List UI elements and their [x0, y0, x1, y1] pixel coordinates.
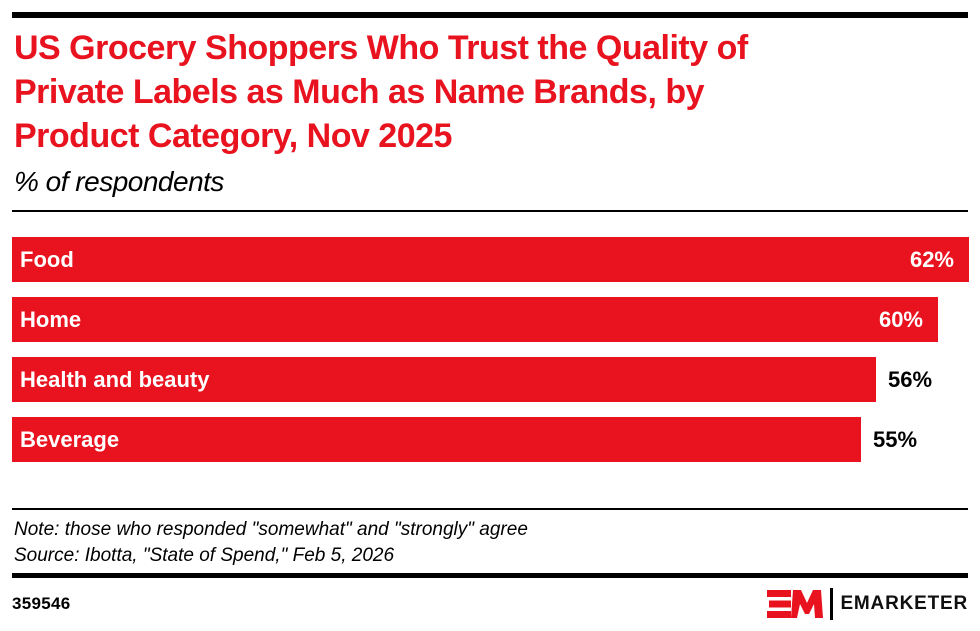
bar-row-health-and-beauty: Health and beauty 56% — [12, 357, 968, 402]
bar-category-label-food: Food — [20, 247, 74, 272]
chart-title: US Grocery Shoppers Who Trust the Qualit… — [14, 26, 964, 158]
footer-divider-rule — [12, 573, 968, 578]
bar-category-label-health-and-beauty: Health and beauty — [20, 367, 210, 392]
chart-note: Note: those who responded "somewhat" and… — [14, 519, 528, 540]
chart-title-line-3: Product Category, Nov 2025 — [14, 117, 452, 155]
emarketer-logo: EMARKETER — [767, 588, 968, 620]
chart-id: 359546 — [12, 594, 71, 613]
header-divider-rule — [12, 210, 968, 212]
bar-value-label-home: 60% — [878, 307, 923, 332]
emarketer-wordmark: EMARKETER — [840, 593, 968, 614]
bar-value-label-food: 62% — [909, 247, 954, 272]
note-divider-rule — [12, 508, 968, 510]
bar-food: Food — [12, 237, 969, 282]
bar-beverage: Beverage — [12, 417, 861, 462]
logo-divider — [830, 588, 834, 620]
bar-row-beverage: Beverage 55% — [12, 417, 968, 462]
chart-title-line-2: Private Labels as Much as Name Brands, b… — [14, 73, 705, 111]
bar-home: Home — [12, 297, 938, 342]
bar-value-label-health-and-beauty: 56% — [888, 367, 933, 392]
chart-subtitle: % of respondents — [14, 166, 224, 197]
bar-health-and-beauty: Health and beauty — [12, 357, 876, 402]
bar-value-label-beverage: 55% — [873, 427, 918, 452]
bar-row-food: Food 62% — [12, 237, 969, 282]
bar-category-label-beverage: Beverage — [20, 427, 120, 452]
bar-category-label-home: Home — [20, 307, 82, 332]
bar-row-home: Home 60% — [12, 297, 968, 342]
chart-title-line-1: US Grocery Shoppers Who Trust the Qualit… — [14, 29, 748, 67]
footer: 359546 EMARKETER — [12, 584, 968, 624]
bar-chart: Food 62% Home 60% Health and beauty 56% Bevera… — [12, 237, 969, 477]
chart-source: Source: Ibotta, "State of Spend," Feb 5,… — [14, 545, 395, 566]
emarketer-logo-mark-icon — [767, 590, 824, 618]
top-accent-bar — [12, 12, 968, 18]
